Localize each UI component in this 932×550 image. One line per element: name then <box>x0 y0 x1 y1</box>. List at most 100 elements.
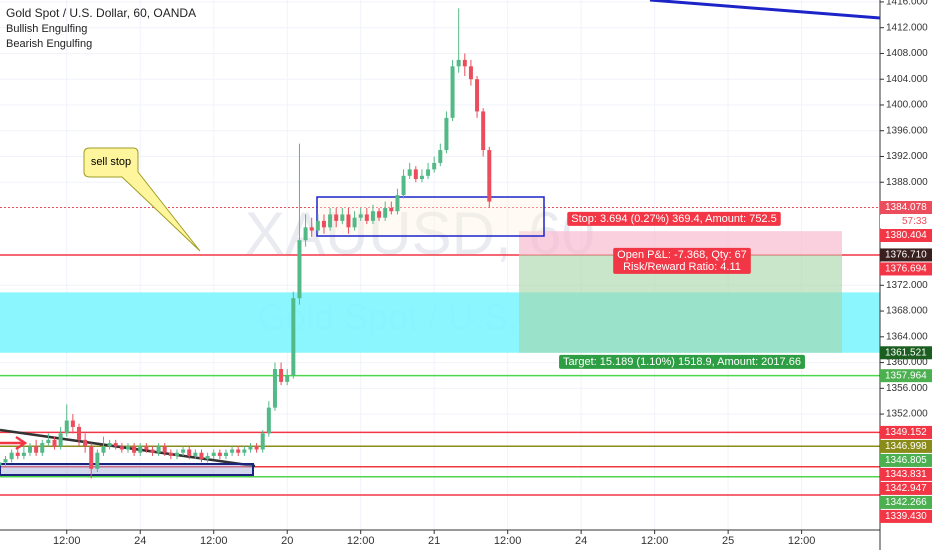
candle-body <box>89 446 94 469</box>
x-tick-label: 12:00 <box>200 535 228 547</box>
y-tick-label: 1372.000 <box>886 280 928 291</box>
candle-body <box>34 446 39 453</box>
stop-label: Stop: 3.694 (0.27%) 369.4, Amount: 752.5 <box>571 213 776 225</box>
candle-body <box>181 449 186 453</box>
candle-body <box>156 446 161 453</box>
candle-body <box>144 446 149 450</box>
trend-line <box>649 0 881 20</box>
y-tick-label: 1400.000 <box>886 100 928 111</box>
y-tick-label: 1404.000 <box>886 74 928 85</box>
price-label: 1376.710 <box>885 250 927 261</box>
candle-body <box>162 446 167 453</box>
x-tick-label: 24 <box>134 535 146 547</box>
candle-body <box>193 452 198 456</box>
price-label-bg <box>880 346 932 360</box>
candle-body <box>352 217 357 228</box>
price-label-bg <box>880 248 932 262</box>
candle-body <box>254 446 259 450</box>
candle-body <box>395 195 400 212</box>
price-label-bg <box>880 509 932 523</box>
price-label: 1361.521 <box>885 347 927 358</box>
candle-body <box>125 446 130 450</box>
candle-body <box>444 117 449 151</box>
y-tick-label: 1352.000 <box>886 409 928 420</box>
candle-body <box>383 208 388 218</box>
y-tick-label: 1416.000 <box>886 0 928 8</box>
candle-body <box>211 452 216 456</box>
y-tick-label: 1412.000 <box>886 22 928 33</box>
candle-body <box>487 150 492 202</box>
target-label-bg <box>559 354 805 369</box>
candle-body <box>364 214 369 221</box>
candle-body <box>0 462 2 466</box>
candle-body <box>174 452 179 456</box>
rr-label: Risk/Reward Ratio: 4.11 <box>623 261 741 273</box>
candle-body <box>40 443 45 453</box>
candle-body <box>389 208 394 212</box>
y-tick-label: 1364.000 <box>886 331 928 342</box>
candle-body <box>83 439 88 447</box>
candle-body <box>223 452 228 456</box>
candle-body <box>358 214 363 218</box>
candle-body <box>242 449 247 453</box>
price-label: 1384.078 <box>885 202 927 213</box>
candle-body <box>334 214 339 221</box>
candle-body <box>113 443 118 447</box>
price-label: 1342.947 <box>885 483 927 494</box>
range-box <box>316 196 545 237</box>
x-tick-label: 25 <box>722 535 734 547</box>
price-label-bg <box>880 262 932 276</box>
candle-body <box>199 452 204 460</box>
x-tick-label: 21 <box>428 535 440 547</box>
callout-text: sell stop <box>91 156 131 168</box>
candle-body <box>272 369 277 408</box>
range-box <box>0 463 254 476</box>
candle-body <box>260 433 265 450</box>
candle-body <box>407 169 412 176</box>
x-tick-label: 20 <box>281 535 293 547</box>
price-label-bg <box>880 425 932 439</box>
candle-body <box>46 439 51 444</box>
candle-body <box>328 214 333 228</box>
countdown: 57:33 <box>902 216 927 227</box>
candle-body <box>236 449 241 453</box>
x-tick-label: 12:00 <box>788 535 816 547</box>
pnl-label: Open P&L: -7.368, Qty: 67 <box>617 249 747 261</box>
candle-body <box>481 111 486 151</box>
x-tick-label: 12:00 <box>494 535 522 547</box>
price-label-bg <box>880 481 932 495</box>
candle-body <box>377 211 382 218</box>
candle-body <box>28 446 33 453</box>
y-tick-label: 1408.000 <box>886 48 928 59</box>
candle-body <box>413 169 418 180</box>
candle-body <box>187 449 192 456</box>
y-tick-label: 1392.000 <box>886 151 928 162</box>
candle-body <box>3 459 8 463</box>
candle-body <box>150 449 155 453</box>
candle-body <box>64 420 69 434</box>
candle-body <box>107 443 112 447</box>
candle-body <box>315 220 320 231</box>
price-label-bg <box>880 201 932 215</box>
price-label: 1357.964 <box>885 370 927 381</box>
chart-title: Gold Spot / U.S. Dollar, 60, OANDA <box>6 6 196 20</box>
price-label: 1380.404 <box>885 230 927 241</box>
candle-body <box>132 446 137 453</box>
candle-body <box>432 162 437 170</box>
pnl-bg <box>613 247 751 274</box>
x-tick-label: 12:00 <box>347 535 375 547</box>
price-label-bg <box>880 369 932 383</box>
candle-body <box>438 150 443 163</box>
x-tick-label: 12:00 <box>53 535 81 547</box>
candle-body <box>70 420 75 427</box>
candle-body <box>217 452 222 456</box>
candle-body <box>168 452 173 456</box>
candle-body <box>138 446 143 453</box>
candle-body <box>279 369 284 382</box>
countdown-bg <box>880 215 932 229</box>
price-label: 1342.266 <box>885 497 927 508</box>
callout <box>83 147 201 252</box>
candle-body <box>95 452 100 469</box>
price-label-bg <box>880 453 932 467</box>
candle-body <box>230 449 235 453</box>
